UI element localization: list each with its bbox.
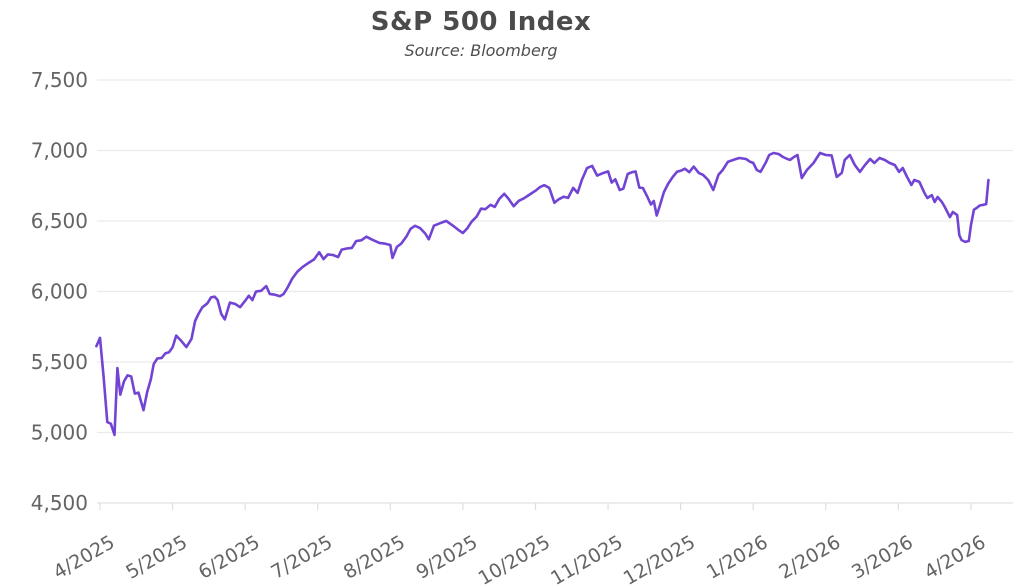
x-axis-label-5/2025: 5/2025	[122, 531, 191, 583]
y-axis-label-5,500: 5,500	[31, 350, 88, 374]
x-axis-label-6/2025: 6/2025	[195, 531, 264, 583]
y-axis-label-6,000: 6,000	[31, 280, 88, 304]
y-axis-labels: 7,500 7,000 6,500 6,000 5,500 5,000 4,500	[31, 68, 88, 515]
x-axis-label-2/2026: 2/2026	[775, 531, 844, 583]
x-axis-labels: 4/2025 5/2025 6/2025 7/2025 8/2025 9/202510/2…	[50, 531, 990, 588]
y-axis-label-6,500: 6,500	[31, 209, 88, 233]
x-axis-label-10/2025: 10/2025	[475, 531, 554, 588]
sp500-series-line	[95, 151, 990, 437]
x-axis-label-9/2025: 9/2025	[413, 531, 482, 583]
x-axis-label-11/2025: 11/2025	[547, 531, 626, 588]
y-axis-label-7,000: 7,000	[31, 139, 88, 163]
x-axis-label-12/2025: 12/2025	[620, 531, 699, 588]
x-axis-label-4/2026: 4/2026	[921, 531, 990, 583]
y-axis-label-4,500: 4,500	[31, 491, 88, 515]
y-axis-label-5,000: 5,000	[31, 421, 88, 445]
y-axis-label-7,500: 7,500	[31, 68, 88, 92]
horizontal-gridlines	[97, 79, 1013, 504]
x-axis-label-7/2025: 7/2025	[267, 531, 336, 583]
x-axis-label-4/2025: 4/2025	[50, 531, 119, 583]
x-axis-tick-marks	[99, 503, 972, 510]
x-axis-label-8/2025: 8/2025	[340, 531, 409, 583]
x-axis-label-1/2026: 1/2026	[703, 531, 772, 583]
x-axis-label-3/2026: 3/2026	[848, 531, 917, 583]
